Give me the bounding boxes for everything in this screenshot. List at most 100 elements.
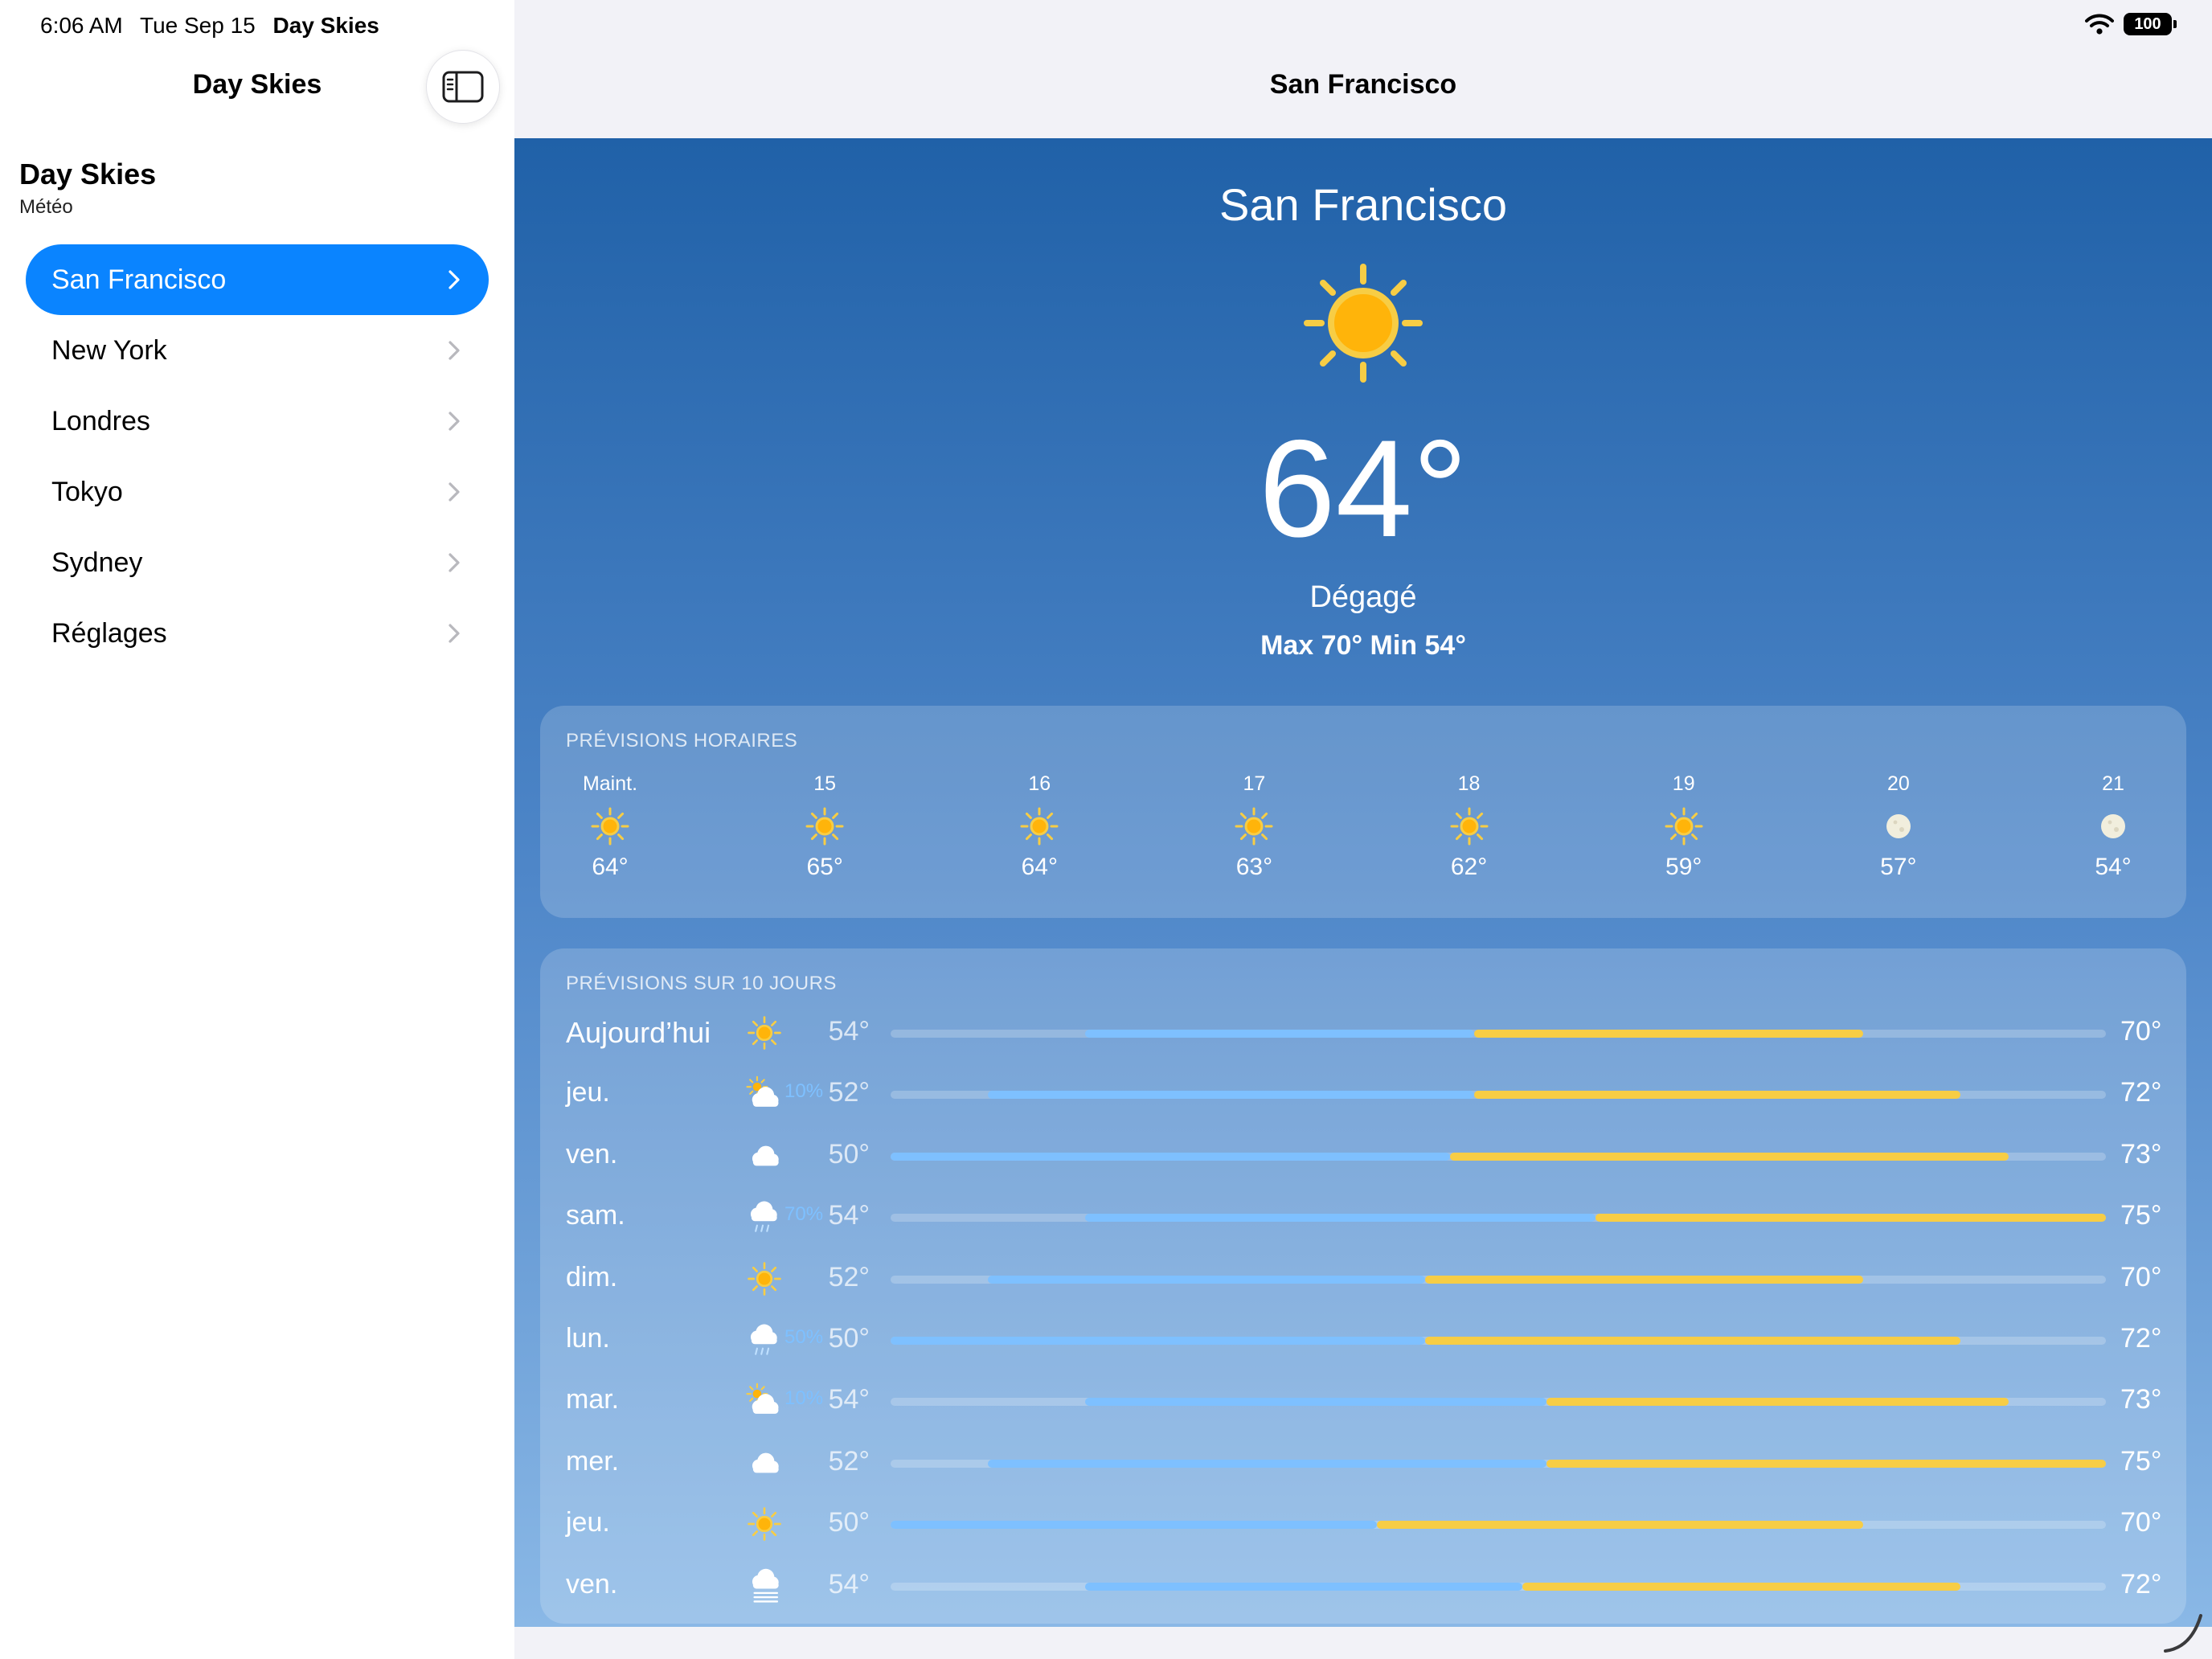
temperature-range-track: [891, 1337, 2106, 1345]
hourly-item: Maint. 64°: [530, 770, 690, 881]
moon-icon: [2092, 805, 2134, 847]
current-condition: Dégagé: [1309, 580, 1417, 614]
day-name: mer.: [566, 1445, 620, 1477]
wifi-icon: [2085, 14, 2114, 35]
sidebar-item-sydney[interactable]: Sydney: [26, 527, 489, 598]
temperature-range-cool-bar: [1084, 1030, 1474, 1038]
precipitation-chance: 70%: [784, 1203, 824, 1226]
hour-temperature: 57°: [1880, 854, 1917, 880]
partly-cloudy-icon: [744, 1382, 781, 1419]
day-name: dim.: [566, 1261, 618, 1292]
daily-row: sam. 70% 54° 75°: [540, 1186, 2186, 1247]
hourly-item: 20 57°: [1818, 770, 1979, 881]
hourly-forecast-title: PRÉVISIONS HORAIRES: [566, 730, 798, 752]
temperature-range-warm-bar: [1473, 1091, 1960, 1100]
chevron-right-icon: [449, 482, 460, 502]
status-time: 6:06 AM: [40, 13, 123, 38]
high-temperature: 75°: [2120, 1200, 2162, 1231]
partly-cloudy-icon: [744, 1075, 781, 1112]
high-temperature: 72°: [2120, 1323, 2162, 1354]
temperature-range-warm-bar: [1449, 1152, 2009, 1161]
daily-row: jeu. 10% 52° 72°: [540, 1063, 2186, 1124]
temperature-range-warm-bar: [1522, 1582, 1960, 1591]
status-bar-right: 100: [2085, 13, 2177, 35]
low-temperature: 50°: [828, 1323, 870, 1354]
temperature-range-warm-bar: [1425, 1275, 1863, 1284]
battery-level: 100: [2134, 14, 2161, 33]
daily-row: lun. 50% 50° 72°: [540, 1309, 2186, 1370]
status-date: Tue Sep 15: [140, 13, 256, 38]
chevron-right-icon: [449, 624, 460, 643]
sidebar-item-reglages[interactable]: Réglages: [26, 598, 489, 669]
day-name: mar.: [566, 1384, 620, 1415]
rain-cloud-icon: [744, 1321, 781, 1358]
daily-forecast-title: PRÉVISIONS SUR 10 JOURS: [566, 973, 837, 994]
rain-cloud-icon: [744, 1198, 781, 1235]
temperature-range-cool-bar: [1084, 1398, 1547, 1407]
temperature-range-warm-bar: [1595, 1214, 2106, 1223]
temperature-range-cool-bar: [987, 1275, 1426, 1284]
high-temperature: 70°: [2120, 1261, 2162, 1292]
sidebar-title: Day Skies: [192, 69, 322, 100]
temperature-range-warm-bar: [1546, 1459, 2106, 1468]
hourly-item: 17 63°: [1174, 770, 1334, 881]
temperature-range-track: [891, 1091, 2106, 1100]
hour-temperature: 62°: [1450, 854, 1488, 880]
daily-forecast-card: PRÉVISIONS SUR 10 JOURS Aujourd’hui 54° 70…: [540, 948, 2186, 1624]
sun-icon: [1448, 805, 1490, 847]
precipitation-chance: 50%: [784, 1326, 824, 1348]
sidebar-item-londres[interactable]: Londres: [26, 386, 489, 457]
sidebar-item-label: New York: [51, 334, 167, 366]
hour-label: Maint.: [582, 772, 638, 795]
hourly-item: 18 62°: [1389, 770, 1550, 881]
temperature-range-cool-bar: [891, 1521, 1377, 1530]
hour-temperature: 65°: [806, 854, 843, 880]
hour-temperature: 63°: [1235, 854, 1273, 880]
sidebar-toggle-button[interactable]: [426, 50, 500, 124]
city-list: San Francisco New York Londres Tokyo Syd…: [26, 244, 489, 669]
high-temperature: 73°: [2120, 1384, 2162, 1415]
daily-row: dim. 52° 70°: [540, 1247, 2186, 1309]
chevron-right-icon: [449, 270, 460, 289]
status-app-name: Day Skies: [272, 13, 379, 38]
temperature-range-cool-bar: [1084, 1582, 1523, 1591]
daily-row: jeu. 50° 70°: [540, 1493, 2186, 1554]
status-bar-left: 6:06 AM Tue Sep 15 Day Skies: [40, 13, 391, 39]
resize-handle-icon[interactable]: [2159, 1608, 2207, 1656]
low-temperature: 52°: [828, 1445, 870, 1477]
daily-row: ven. 50° 73°: [540, 1124, 2186, 1186]
hour-label: 18: [1457, 772, 1481, 795]
low-temperature: 52°: [828, 1261, 870, 1292]
sun-icon: [746, 1260, 783, 1297]
temperature-range-cool-bar: [987, 1459, 1547, 1468]
hour-temperature: 64°: [1021, 854, 1058, 880]
sun-icon: [746, 1014, 783, 1051]
sidebar: 6:06 AM Tue Sep 15 Day Skies Day Skies D…: [0, 0, 514, 1659]
daily-row: mar. 10% 54° 73°: [540, 1370, 2186, 1431]
moon-icon: [1878, 805, 1919, 847]
sun-icon: [1018, 805, 1060, 847]
sun-icon: [589, 805, 631, 847]
cloud-icon: [746, 1137, 783, 1174]
sidebar-item-san-francisco[interactable]: San Francisco: [26, 244, 489, 315]
section-title: Day Skies: [19, 158, 157, 190]
day-name: jeu.: [566, 1507, 610, 1538]
fog-icon: [746, 1567, 783, 1604]
temperature-range-track: [891, 1030, 2106, 1038]
high-low-temperature: Max 70° Min 54°: [1260, 630, 1466, 661]
chevron-right-icon: [449, 553, 460, 572]
hour-temperature: 64°: [592, 854, 629, 880]
high-temperature: 70°: [2120, 1507, 2162, 1538]
low-temperature: 54°: [828, 1016, 870, 1047]
daily-row: mer. 52° 75°: [540, 1432, 2186, 1493]
hourly-item: 15 65°: [744, 770, 905, 881]
low-temperature: 52°: [828, 1077, 870, 1108]
hour-label: 20: [1886, 772, 1910, 795]
sidebar-item-new-york[interactable]: New York: [26, 315, 489, 386]
high-temperature: 73°: [2120, 1138, 2162, 1169]
sidebar-item-tokyo[interactable]: Tokyo: [26, 457, 489, 527]
temperature-range-track: [891, 1582, 2106, 1591]
hourly-item: 19 59°: [1604, 770, 1764, 881]
temperature-range-cool-bar: [1084, 1214, 1596, 1223]
high-temperature: 70°: [2120, 1016, 2162, 1047]
